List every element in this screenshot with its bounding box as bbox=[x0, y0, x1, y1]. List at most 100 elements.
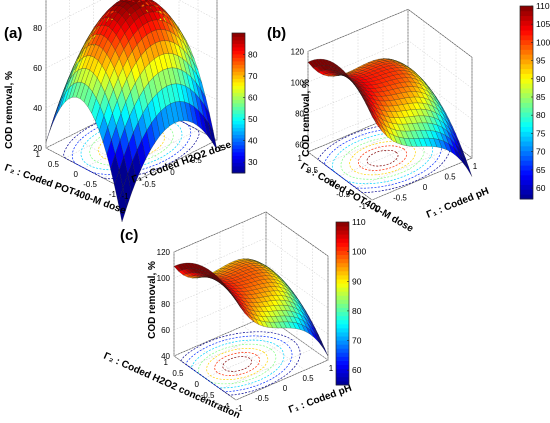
y-tick-label: 0 bbox=[195, 380, 200, 389]
colorbar-swatch bbox=[336, 303, 349, 308]
z-tick-label: 60 bbox=[33, 64, 42, 73]
colorbar-swatch bbox=[336, 295, 349, 300]
colorbar-swatch bbox=[336, 230, 349, 235]
colorbar-swatch bbox=[336, 254, 349, 260]
colorbar-swatch bbox=[520, 150, 533, 156]
colorbar-swatch bbox=[336, 332, 349, 337]
panel-a: (a) -1-0.500.51-1-0.500.5120406080100 CO… bbox=[3, 0, 258, 223]
colorbar-swatch bbox=[520, 6, 533, 12]
colorbar-swatch bbox=[336, 327, 349, 333]
colorbar-swatch bbox=[520, 107, 533, 113]
colorbar-swatch bbox=[336, 319, 349, 325]
floor-contour bbox=[98, 126, 165, 162]
colorbar-swatch bbox=[336, 336, 349, 341]
colorbar-swatch bbox=[520, 126, 533, 132]
colorbar-swatch bbox=[336, 356, 349, 361]
colorbar-swatch bbox=[520, 184, 533, 190]
colorbar-swatch bbox=[232, 71, 245, 76]
colorbar-swatch bbox=[520, 73, 533, 79]
colorbar-swatch bbox=[520, 116, 533, 123]
colorbar-swatch bbox=[336, 274, 349, 280]
colorbar-tick-label: 110 bbox=[536, 1, 550, 11]
panel-c-xlabel: Γ₁ : Coded pH bbox=[287, 383, 353, 416]
side-wall-outline bbox=[216, 0, 218, 140]
colorbar-tick-label: 100 bbox=[352, 247, 366, 257]
colorbar-swatch bbox=[232, 169, 245, 174]
colorbar-swatch bbox=[520, 39, 533, 46]
x-tick-label: -1 bbox=[235, 404, 243, 413]
y-tick-label: 1 bbox=[298, 154, 303, 163]
colorbar-tick-label: 60 bbox=[248, 93, 258, 103]
colorbar-swatch bbox=[232, 47, 245, 51]
colorbar-swatch bbox=[232, 166, 245, 170]
colorbar-frame bbox=[231, 32, 246, 174]
colorbar-swatch bbox=[520, 34, 533, 41]
z-tick-label: 20 bbox=[33, 144, 42, 153]
floor-contour bbox=[349, 141, 416, 176]
z-tick-label: 100 bbox=[157, 274, 171, 283]
colorbar-swatch bbox=[232, 134, 245, 139]
y-tick-label: 0.5 bbox=[307, 166, 319, 175]
colorbar-swatch bbox=[232, 131, 245, 135]
floor-contour bbox=[206, 347, 269, 381]
panel-c-zlabel: COD removal, % bbox=[147, 261, 158, 339]
x-tick-label: 0 bbox=[423, 183, 428, 192]
colorbar-swatch bbox=[520, 44, 533, 50]
colorbar-swatch bbox=[520, 174, 533, 181]
z-tick-label: 100 bbox=[291, 78, 305, 87]
panel-b-xlabel: Γ₁ : Coded pH bbox=[425, 186, 491, 221]
colorbar-swatch bbox=[336, 315, 349, 321]
colorbar-frame bbox=[335, 221, 350, 386]
x-tick-label: 0.5 bbox=[444, 173, 456, 182]
colorbar-swatch bbox=[232, 127, 245, 132]
colorbar-swatch bbox=[232, 103, 245, 107]
floor-contour bbox=[222, 356, 252, 372]
colorbar-swatch bbox=[232, 155, 245, 160]
colorbar-swatch bbox=[336, 226, 349, 231]
colorbar-swatch bbox=[336, 266, 349, 272]
colorbar-swatch bbox=[336, 222, 349, 227]
colorbar-swatch bbox=[232, 152, 245, 156]
colorbar-swatch bbox=[232, 54, 245, 58]
colorbar-swatch bbox=[232, 138, 245, 142]
colorbar-swatch bbox=[232, 96, 245, 100]
colorbar-tick-label: 75 bbox=[536, 129, 546, 139]
y-tick-label: -1 bbox=[109, 190, 117, 199]
colorbar-swatch bbox=[336, 287, 349, 292]
panel-a-ticks: -1-0.500.51-1-0.500.5120406080100 bbox=[33, 24, 223, 201]
colorbar-swatch bbox=[520, 83, 533, 89]
colorbar-swatch bbox=[232, 40, 245, 44]
y-tick-label: 0 bbox=[74, 170, 79, 179]
panel-b-letter: (b) bbox=[267, 25, 286, 42]
colorbar-swatch bbox=[336, 344, 349, 349]
colorbar-swatch bbox=[232, 148, 245, 153]
x-tick-label: -1 bbox=[121, 192, 129, 201]
colorbar-swatch bbox=[520, 189, 533, 195]
colorbar-swatch bbox=[520, 25, 533, 31]
colorbar-tick-label: 40 bbox=[248, 136, 258, 146]
panel-a-letter: (a) bbox=[4, 25, 22, 42]
colorbar-swatch bbox=[232, 64, 245, 69]
colorbar-swatch bbox=[232, 99, 245, 104]
colorbar-swatch bbox=[520, 165, 533, 171]
colorbar-swatch bbox=[232, 159, 245, 163]
x-tick-label: 1 bbox=[329, 364, 334, 373]
colorbar-swatch bbox=[520, 194, 533, 200]
y-tick-label: -1 bbox=[223, 402, 231, 411]
panel-c-contours bbox=[180, 331, 301, 396]
surface-patch bbox=[53, 98, 63, 122]
colorbar-swatch bbox=[336, 352, 349, 357]
colorbar-swatch bbox=[520, 30, 533, 36]
x-tick-label: 0 bbox=[283, 384, 288, 393]
colorbar-swatch bbox=[520, 20, 533, 26]
z-tick-label: 120 bbox=[157, 248, 171, 257]
panel-c-surface bbox=[173, 258, 329, 357]
colorbar-tick-label: 70 bbox=[536, 147, 546, 157]
panel-b-zlabel: COD removal, % bbox=[301, 79, 312, 157]
colorbar-tick-label: 110 bbox=[352, 217, 366, 227]
colorbar-swatch bbox=[520, 88, 533, 94]
colorbar-tick-label: 100 bbox=[536, 37, 550, 47]
colorbar-swatch bbox=[520, 97, 533, 103]
colorbar-swatch bbox=[520, 63, 533, 70]
